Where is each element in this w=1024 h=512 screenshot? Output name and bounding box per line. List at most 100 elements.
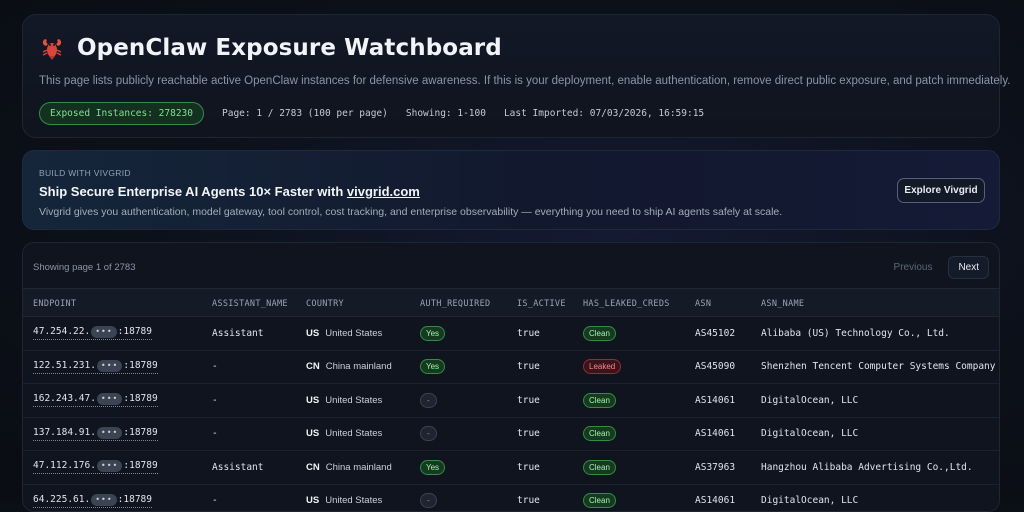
endpoint-ip-prefix: 64.225.61. — [33, 494, 90, 505]
country-code: CN — [306, 361, 320, 372]
is-active-value: true — [517, 328, 540, 339]
asn-name-cell: DigitalOcean, LLC — [761, 418, 858, 451]
endpoint-port: :18789 — [118, 494, 152, 505]
endpoint-ip-prefix: 47.112.176. — [33, 460, 96, 471]
assistant-name: Assistant — [212, 462, 263, 473]
asn-value: AS37963 — [695, 462, 735, 473]
country-cell: US United States — [306, 317, 382, 350]
is-active-value: true — [517, 462, 540, 473]
table-row[interactable]: 47.254.22.•••:18789 Assistant US United Sta… — [23, 317, 999, 351]
asn-name-value: Alibaba (US) Technology Co., Ltd. — [761, 328, 950, 339]
col-country[interactable]: COUNTRY — [306, 299, 344, 309]
leaked-creds-badge: Clean — [583, 460, 616, 475]
instances-table-card: Showing page 1 of 2783 Previous Next END… — [22, 242, 1000, 512]
asn-cell: AS45090 — [695, 351, 735, 384]
asn-value: AS14061 — [695, 495, 735, 506]
ip-mask: ••• — [97, 393, 122, 405]
assistant-name: Assistant — [212, 328, 263, 339]
endpoint-link[interactable]: 64.225.61.•••:18789 — [33, 494, 152, 508]
endpoint-link[interactable]: 47.254.22.•••:18789 — [33, 326, 152, 340]
asn-name-cell: DigitalOcean, LLC — [761, 485, 858, 512]
asn-name-value: Shenzhen Tencent Computer Systems Compan… — [761, 361, 996, 372]
is-active-cell: true — [517, 485, 540, 512]
endpoint-cell: 162.243.47.•••:18789 — [33, 384, 158, 417]
next-button[interactable]: Next — [948, 256, 989, 279]
endpoint-port: :18789 — [123, 393, 157, 404]
auth-required-badge: - — [420, 493, 437, 508]
asn-cell: AS45102 — [695, 317, 735, 350]
asn-cell: AS14061 — [695, 418, 735, 451]
is-active-cell: true — [517, 384, 540, 417]
assistant-name: - — [212, 428, 218, 439]
country-code: US — [306, 495, 319, 506]
promo-description: Vivgrid gives you authentication, model … — [39, 206, 782, 218]
endpoint-port: :18789 — [123, 360, 157, 371]
asn-name-cell: DigitalOcean, LLC — [761, 384, 858, 417]
is-active-value: true — [517, 495, 540, 506]
table-showing-text: Showing page 1 of 2783 — [33, 262, 135, 273]
col-auth-required[interactable]: AUTH_REQUIRED — [420, 299, 490, 309]
assistant-name: - — [212, 495, 218, 506]
endpoint-link[interactable]: 137.184.91.•••:18789 — [33, 427, 158, 441]
endpoint-cell: 122.51.231.•••:18789 — [33, 351, 158, 384]
col-assistant-name[interactable]: ASSISTANT_NAME — [212, 299, 288, 309]
endpoint-cell: 47.112.176.•••:18789 — [33, 451, 158, 484]
ip-mask: ••• — [91, 326, 116, 338]
col-has-leaked-creds[interactable]: HAS_LEAKED_CREDS — [583, 299, 670, 309]
showing-info: Showing: 1-100 — [406, 108, 486, 119]
country-name: United States — [325, 428, 382, 439]
pagination: Previous Next — [886, 256, 989, 279]
country-code: US — [306, 328, 319, 339]
table-toolbar: Showing page 1 of 2783 Previous Next — [23, 243, 999, 288]
leaked-creds-badge: Clean — [583, 393, 616, 408]
is-active-cell: true — [517, 451, 540, 484]
col-asn-name[interactable]: ASN_NAME — [761, 299, 804, 309]
auth-required-badge: - — [420, 393, 437, 408]
assistant-name-cell: - — [212, 384, 218, 417]
assistant-name-cell: - — [212, 418, 218, 451]
col-asn[interactable]: ASN — [695, 299, 711, 309]
auth-required-cell: Yes — [420, 451, 445, 484]
asn-name-value: DigitalOcean, LLC — [761, 495, 858, 506]
leaked-creds-cell: Clean — [583, 317, 616, 350]
promo-title-text: Ship Secure Enterprise AI Agents 10× Fas… — [39, 184, 347, 199]
leaked-creds-badge: Clean — [583, 493, 616, 508]
endpoint-link[interactable]: 122.51.231.•••:18789 — [33, 360, 158, 374]
promo-card: BUILD WITH VIVGRID Ship Secure Enterpris… — [22, 150, 1000, 230]
endpoint-cell: 47.254.22.•••:18789 — [33, 317, 152, 350]
country-name: China mainland — [326, 462, 392, 473]
country-code: US — [306, 395, 319, 406]
country-name: United States — [325, 328, 382, 339]
assistant-name: - — [212, 395, 218, 406]
explore-vivgrid-button[interactable]: Explore Vivgrid — [897, 178, 985, 203]
assistant-name-cell: - — [212, 351, 218, 384]
is-active-cell: true — [517, 317, 540, 350]
asn-value: AS14061 — [695, 428, 735, 439]
lobster-icon — [39, 35, 65, 61]
auth-required-cell: Yes — [420, 351, 445, 384]
assistant-name-cell: Assistant — [212, 317, 263, 350]
asn-cell: AS14061 — [695, 384, 735, 417]
vivgrid-link[interactable]: vivgrid.com — [347, 184, 420, 199]
leaked-creds-cell: Leaked — [583, 351, 621, 384]
page-title: OpenClaw Exposure Watchboard — [77, 35, 502, 61]
ip-mask: ••• — [91, 494, 116, 506]
assistant-name: - — [212, 361, 218, 372]
is-active-value: true — [517, 428, 540, 439]
endpoint-link[interactable]: 162.243.47.•••:18789 — [33, 393, 158, 407]
auth-required-badge: Yes — [420, 460, 445, 475]
endpoint-link[interactable]: 47.112.176.•••:18789 — [33, 460, 158, 474]
col-is-active[interactable]: IS_ACTIVE — [517, 299, 566, 309]
col-endpoint[interactable]: ENDPOINT — [33, 299, 76, 309]
previous-button[interactable]: Previous — [886, 257, 941, 278]
leaked-creds-badge: Clean — [583, 426, 616, 441]
